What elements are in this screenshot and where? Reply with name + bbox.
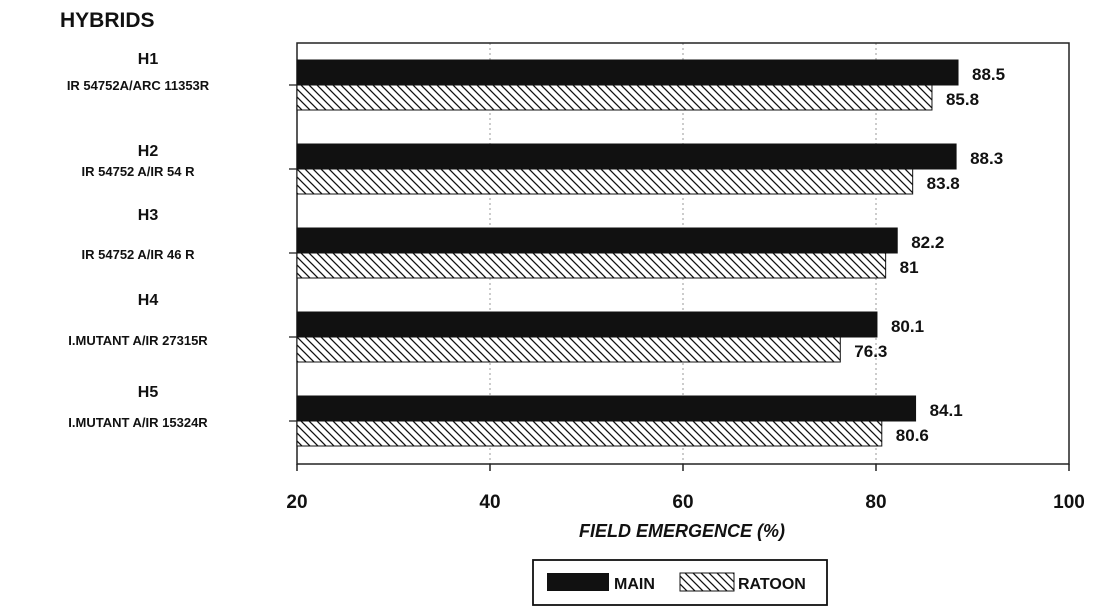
category-code-label: H4 [138,292,159,309]
x-tick-label: 60 [672,492,693,513]
bar-main [296,59,959,86]
bar-ratoon [296,168,914,195]
bar-main [296,311,878,338]
data-label-main: 88.5 [972,65,1005,84]
legend: MAIN RATOON [532,559,828,606]
category-name-label: IR 54752A/ARC 11353R [67,78,210,93]
data-label-main: 88.3 [970,149,1003,168]
category-name-label: IR 54752 A/IR 54 R [82,164,196,179]
data-label-main: 80.1 [891,317,924,336]
data-label-ratoon: 81 [900,258,919,277]
chart-title: HYBRIDS [60,9,155,32]
data-label-ratoon: 76.3 [854,342,887,361]
legend-swatch-main [547,573,609,591]
bar-main [296,143,957,170]
x-tick-label: 20 [286,492,307,513]
legend-swatch-ratoon [679,572,735,592]
category-code-label: H1 [138,51,159,68]
category-name-label: I.MUTANT A/IR 15324R [68,415,208,430]
x-axis-ticks: 20 40 60 80 100 [286,464,1085,513]
x-axis-label: FIELD EMERGENCE (%) [579,521,785,541]
bar-main [296,227,898,254]
x-tick-label: 80 [865,492,886,513]
data-label-main: 84.1 [930,401,963,420]
bar-ratoon [296,420,883,447]
category-code-label: H2 [138,143,159,160]
x-tick-label: 100 [1053,492,1085,513]
bar-ratoon [296,84,933,111]
legend-label-main: MAIN [614,576,655,593]
bar-ratoon [296,336,841,363]
legend-label-ratoon: RATOON [738,576,806,593]
data-label-ratoon: 83.8 [927,174,960,193]
data-label-ratoon: 80.6 [896,426,929,445]
category-labels: H1 IR 54752A/ARC 11353R H2 IR 54752 A/IR 54… [67,51,297,430]
bar-main [296,395,917,422]
category-name-label: IR 54752 A/IR 46 R [82,247,196,262]
data-label-main: 82.2 [911,233,944,252]
category-code-label: H5 [138,384,159,401]
bar-layer [296,59,959,447]
data-label-ratoon: 85.8 [946,90,979,109]
category-code-label: H3 [138,207,159,224]
category-name-label: I.MUTANT A/IR 27315R [68,333,208,348]
value-labels: 88.5 85.8 88.3 83.8 82.2 81 80.176.3 84.180.6 [854,65,1005,445]
x-tick-label: 40 [479,492,500,513]
bar-ratoon [296,252,887,279]
